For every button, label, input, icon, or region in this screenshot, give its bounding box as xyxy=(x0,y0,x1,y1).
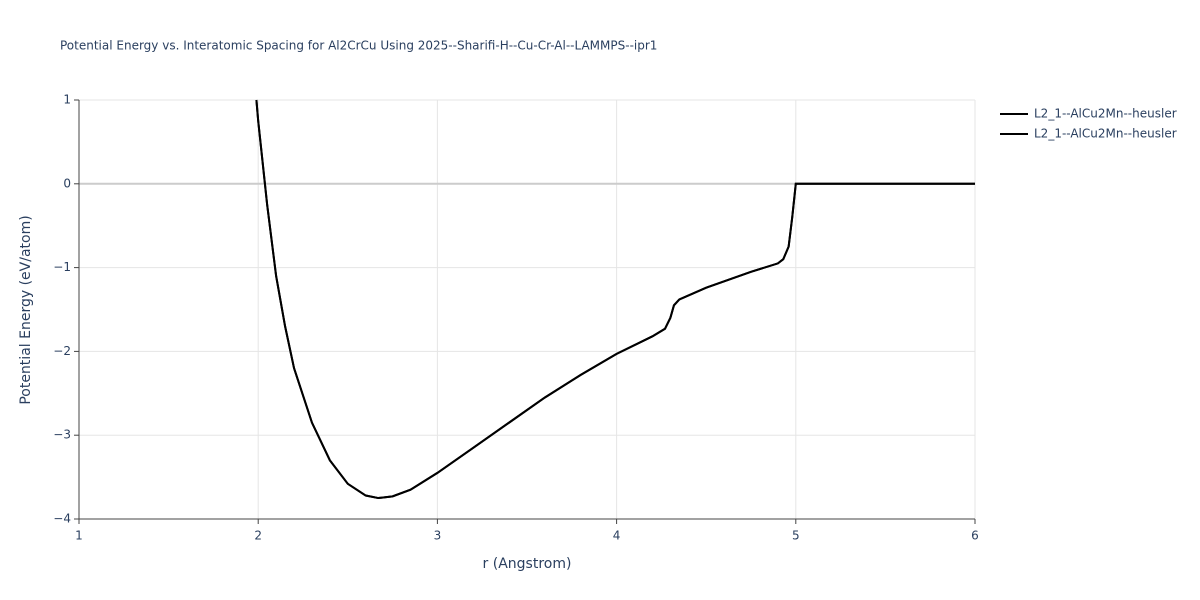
legend-text: L2_1--AlCu2Mn--heusler xyxy=(1034,107,1177,121)
y-tick-label: −1 xyxy=(53,260,71,274)
y-tick-label: −4 xyxy=(53,512,71,526)
x-tick-label: 2 xyxy=(254,529,262,543)
legend-text: L2_1--AlCu2Mn--heusler xyxy=(1034,127,1177,141)
y-tick-label: 0 xyxy=(63,176,71,190)
x-tick-label: 1 xyxy=(75,529,83,543)
series-line xyxy=(255,99,975,500)
x-tick-label: 6 xyxy=(971,529,979,543)
series-line xyxy=(255,99,975,500)
y-tick-label: −3 xyxy=(53,428,71,442)
chart-title: Potential Energy vs. Interatomic Spacing… xyxy=(60,39,657,53)
x-tick-label: 5 xyxy=(792,529,800,543)
y-tick-label: 1 xyxy=(63,93,71,107)
y-tick-label: −2 xyxy=(53,344,71,358)
y-axis-title: Potential Energy (eV/atom) xyxy=(18,215,34,404)
x-tick-label: 4 xyxy=(613,529,621,543)
x-axis-title: r (Angstrom) xyxy=(483,556,572,572)
x-tick-label: 3 xyxy=(434,529,442,543)
